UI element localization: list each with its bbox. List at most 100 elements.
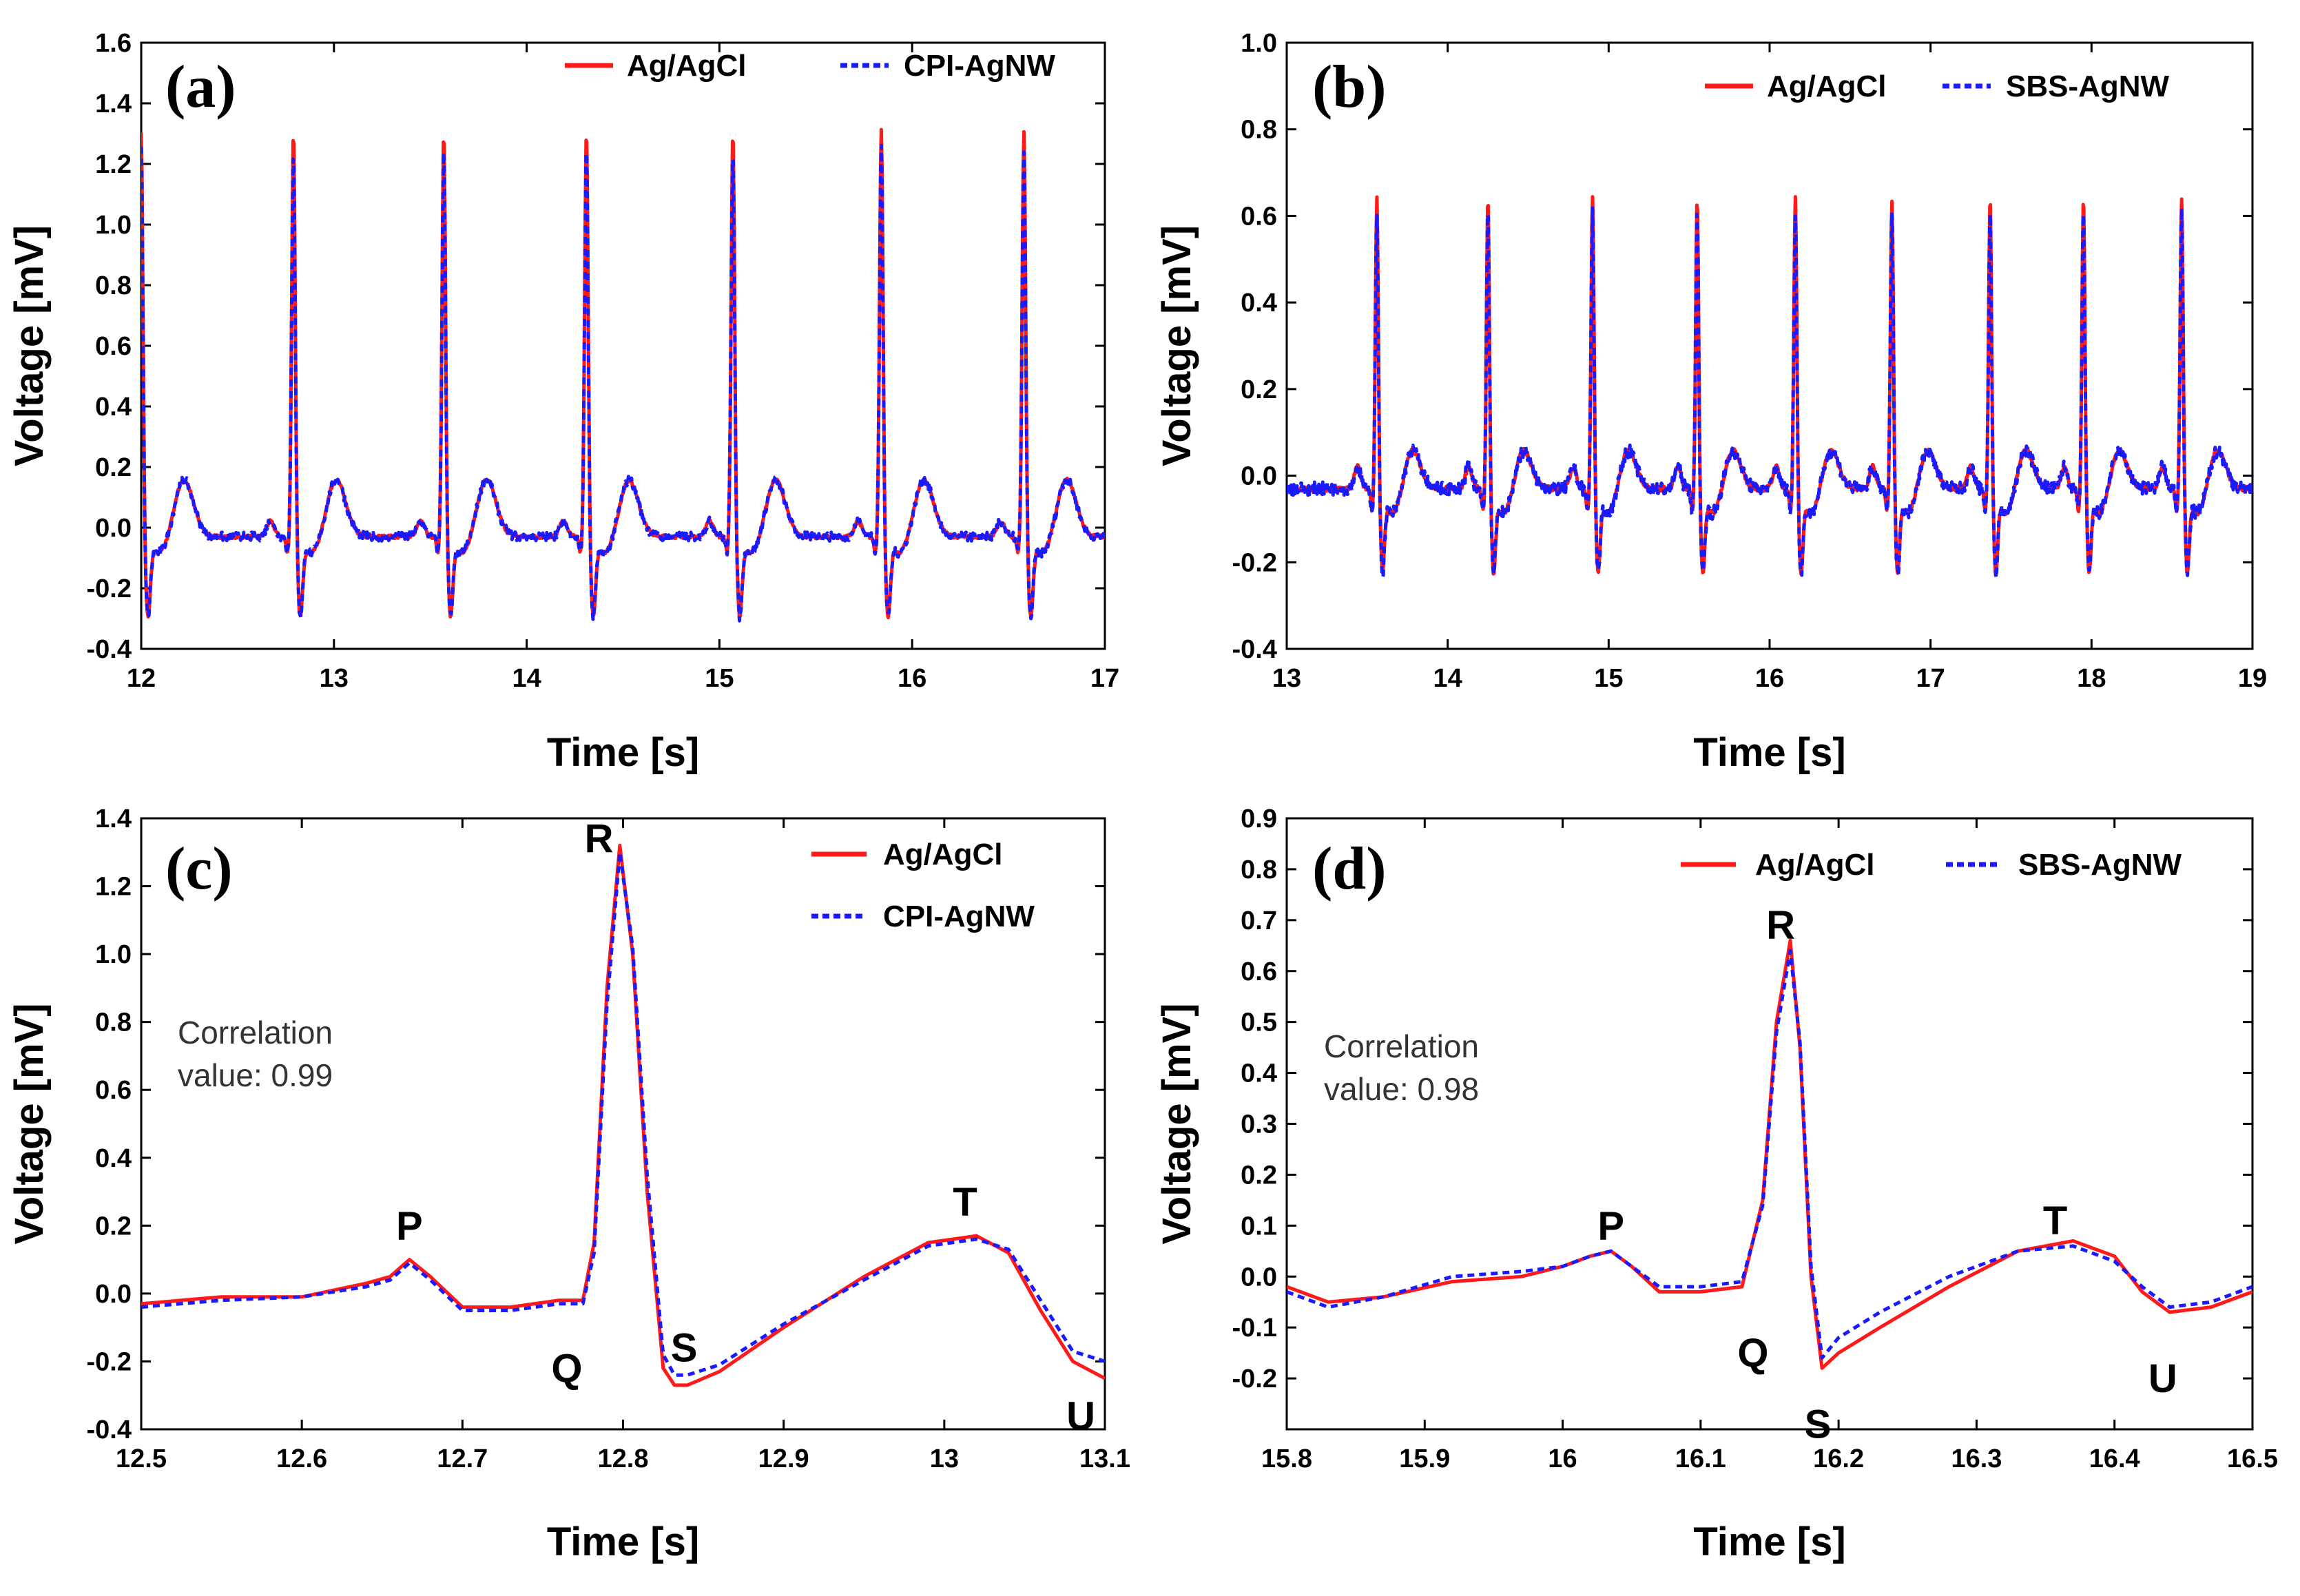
- panel-label: (a): [165, 54, 236, 121]
- wave-label-s: S: [1805, 1402, 1832, 1447]
- x-tick-label: 12.7: [437, 1444, 488, 1473]
- y-tick-label: 0.4: [95, 393, 132, 422]
- plot-frame: [1285, 41, 2254, 650]
- y-axis-title: Voltage [mV]: [7, 225, 52, 466]
- legend: Ag/AgCl CPI-AgNW: [811, 838, 1035, 933]
- x-tick-label: 16: [1548, 1444, 1577, 1473]
- x-tick-label: 14: [512, 664, 541, 693]
- wave-label-u: U: [2148, 1356, 2177, 1401]
- x-tick-label: 16.1: [1675, 1444, 1726, 1473]
- series-line-ag-agcl: [141, 127, 1105, 620]
- y-tick-label: -0.2: [1232, 548, 1277, 577]
- wave-label-t: T: [953, 1180, 977, 1225]
- y-tick-label: 0.8: [1241, 856, 1277, 884]
- wave-label-q: Q: [1737, 1331, 1768, 1376]
- wave-label-p: P: [396, 1203, 423, 1248]
- wave-label-t: T: [2043, 1199, 2067, 1243]
- x-tick-label: 16: [898, 664, 926, 693]
- y-tick-label: -0.4: [87, 1416, 132, 1444]
- x-tick-label: 16.3: [1951, 1444, 2002, 1473]
- panel-label: (b): [1312, 54, 1387, 121]
- y-tick-label: 0.6: [1241, 957, 1277, 986]
- x-axis-title: Time [s]: [1693, 730, 1845, 775]
- legend-label-test: CPI-AgNW: [904, 49, 1055, 83]
- panel-label: (d): [1312, 836, 1387, 902]
- chart-panel-c: -0.4 -0.2 0.0 0.2 0.4 0.6 0.8 1.0 1.2 1.4 12.5 12.6…: [7, 805, 1130, 1564]
- y-tick-label: 0.2: [95, 453, 132, 482]
- x-tick-label: 12: [127, 664, 156, 693]
- wave-label-u: U: [1066, 1393, 1095, 1438]
- correlation-note-line: Correlation: [1324, 1028, 1479, 1064]
- series-line-ag-agcl: [1287, 938, 2252, 1370]
- wave-label-p: P: [1597, 1203, 1624, 1248]
- y-tick-label: 1.4: [95, 90, 132, 118]
- y-tick-label: 1.6: [95, 29, 132, 58]
- y-tick-label: 0.2: [1241, 375, 1277, 404]
- x-tick-label: 13: [930, 1444, 959, 1473]
- x-tick-label: 15.9: [1399, 1444, 1450, 1473]
- x-axis-title: Time [s]: [547, 730, 699, 775]
- x-tick-label: 17: [1916, 664, 1945, 693]
- chart-panel-a: -0.4 -0.2 0.0 0.2 0.4 0.6 0.8 1.0 1.2 1.4 1.6 12 13 1…: [7, 29, 1119, 775]
- y-tick-label: 0.3: [1241, 1110, 1277, 1139]
- series-line-ag-agcl: [141, 843, 1105, 1387]
- x-axis-title: Time [s]: [547, 1520, 699, 1564]
- legend-label-ref: Ag/AgCl: [1755, 848, 1875, 882]
- wave-label-r: R: [1766, 903, 1795, 948]
- y-tick-label: 1.4: [95, 805, 132, 833]
- series-line-cpi-agnw: [141, 143, 1105, 623]
- x-tick-label: 16.4: [2089, 1444, 2140, 1473]
- y-tick-label: -0.2: [1232, 1365, 1277, 1393]
- wave-label-s: S: [671, 1326, 698, 1371]
- x-tick-label: 13: [1272, 664, 1301, 693]
- y-tick-label: 0.1: [1241, 1212, 1277, 1241]
- x-tick-label: 13.1: [1079, 1444, 1130, 1473]
- plot-frame: [140, 41, 1106, 650]
- y-tick-label: 0.0: [1241, 462, 1277, 491]
- x-tick-label: 19: [2238, 664, 2267, 693]
- legend-label-ref: Ag/AgCl: [1767, 70, 1887, 103]
- y-tick-label: 1.2: [95, 873, 132, 902]
- y-axis-title: Voltage [mV]: [1154, 1003, 1199, 1244]
- chart-panel-b: -0.4 -0.2 0.0 0.2 0.4 0.6 0.8 1.0 13 14 15 16 17 18 19…: [1154, 29, 2267, 775]
- wave-label-r: R: [585, 817, 614, 862]
- y-tick-label: -0.2: [87, 574, 132, 603]
- y-tick-label: 0.6: [95, 332, 132, 361]
- correlation-note-line: Correlation: [178, 1015, 333, 1050]
- y-tick-label: 1.0: [95, 940, 132, 969]
- wave-label-q: Q: [551, 1346, 582, 1391]
- y-tick-label: -0.4: [1232, 635, 1277, 664]
- series-line-ag-agcl: [1287, 195, 2252, 577]
- y-tick-label: -0.2: [87, 1347, 132, 1376]
- legend: Ag/AgCl CPI-AgNW: [565, 49, 1055, 83]
- y-tick-label: 0.0: [95, 1280, 132, 1309]
- y-axis-title: Voltage [mV]: [7, 1003, 52, 1244]
- legend-label-ref: Ag/AgCl: [627, 49, 747, 83]
- legend-label-test: CPI-AgNW: [883, 900, 1035, 933]
- series-group: [1287, 938, 2252, 1370]
- x-axis-title: Time [s]: [1693, 1520, 1845, 1564]
- y-tick-label: 0.8: [95, 271, 132, 300]
- x-tick-label: 15: [1594, 664, 1623, 693]
- legend: Ag/AgCl SBS-AgNW: [1705, 70, 2170, 103]
- correlation-note-line: value: 0.98: [1324, 1071, 1479, 1107]
- y-tick-label: 0.7: [1241, 906, 1277, 935]
- x-tick-label: 16.5: [2227, 1444, 2278, 1473]
- y-tick-label: 0.8: [95, 1008, 132, 1037]
- x-tick-label: 14: [1433, 664, 1462, 693]
- x-tick-label: 12.8: [598, 1444, 649, 1473]
- panel-label: (c): [165, 836, 233, 902]
- y-tick-label: 0.8: [1241, 116, 1277, 145]
- y-tick-label: 0.9: [1241, 805, 1277, 833]
- y-tick-label: 0.4: [95, 1144, 132, 1173]
- y-tick-label: 0.4: [1241, 1059, 1277, 1088]
- x-tick-label: 13: [320, 664, 349, 693]
- x-tick-label: 12.5: [116, 1444, 167, 1473]
- y-tick-label: 0.4: [1241, 289, 1277, 318]
- x-tick-label: 15: [705, 664, 734, 693]
- y-tick-label: 0.0: [1241, 1263, 1277, 1292]
- legend: Ag/AgCl SBS-AgNW: [1681, 848, 2182, 882]
- series-group: [141, 127, 1105, 623]
- y-axis-title: Voltage [mV]: [1154, 225, 1199, 466]
